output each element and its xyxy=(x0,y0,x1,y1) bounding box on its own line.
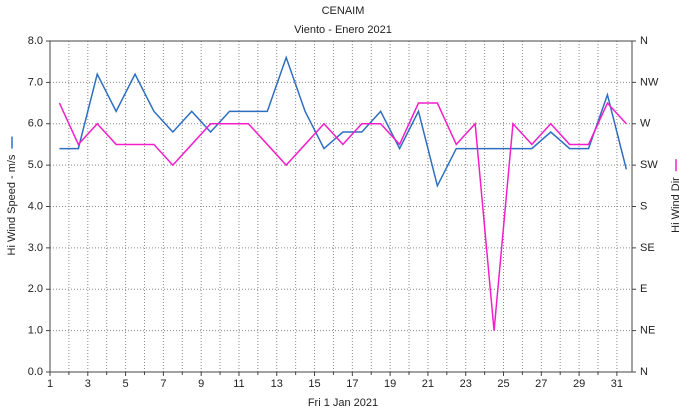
y-tick-label: 0.0 xyxy=(28,366,43,378)
y-tick-label: 8.0 xyxy=(28,35,43,47)
legend-label: Hi Wind Speed - m/s xyxy=(6,154,18,255)
plot-frame xyxy=(49,40,633,373)
y-tick-label: 6.0 xyxy=(28,118,43,130)
y2-tick-label: SE xyxy=(640,242,655,254)
y2-tick-label: W xyxy=(640,118,651,130)
y-tick-label: 2.0 xyxy=(28,283,43,295)
x-tick-label: 29 xyxy=(573,378,585,390)
x-tick-label: 3 xyxy=(85,378,91,390)
legend-label: Hi Wind Dir xyxy=(670,177,682,233)
x-tick-label: 27 xyxy=(535,378,547,390)
x-tick-label: 21 xyxy=(422,378,434,390)
y2-tick-label: N xyxy=(640,366,648,378)
x-tick-label: 11 xyxy=(233,378,244,390)
y2-tick-label: N xyxy=(640,35,648,47)
series-line xyxy=(59,55,628,188)
x-tick-label: 15 xyxy=(308,378,320,390)
x-tick-label: 31 xyxy=(611,378,623,390)
y-tick-label: 7.0 xyxy=(28,76,43,88)
x-tick-label: 19 xyxy=(384,378,396,390)
y-tick-label: 3.0 xyxy=(28,242,43,254)
y-tick-label: 1.0 xyxy=(28,325,43,337)
x-tick-label: 13 xyxy=(271,378,283,390)
chart-subtitle: Viento - Enero 2021 xyxy=(294,24,392,36)
x-axis-label: Fri 1 Jan 2021 xyxy=(308,397,378,409)
x-tick-label: 5 xyxy=(123,378,129,390)
y-tick-label: 4.0 xyxy=(28,200,43,212)
x-tick-label: 9 xyxy=(198,378,204,390)
y2-tick-label: SW xyxy=(640,159,658,171)
x-tick-label: 7 xyxy=(160,378,166,390)
y2-tick-label: NE xyxy=(640,325,655,337)
x-tick-label: 17 xyxy=(346,378,358,390)
legend-entry: Hi Wind Speed - m/s xyxy=(6,136,18,255)
legend-entry: Hi Wind Dir xyxy=(670,159,682,233)
y2-tick-label: S xyxy=(640,200,647,212)
chart-title: CENAIM xyxy=(322,5,365,17)
y2-tick-label: NW xyxy=(640,76,659,88)
x-tick-label: 25 xyxy=(497,378,509,390)
y2-tick-label: E xyxy=(640,283,647,295)
x-tick-label: 1 xyxy=(47,378,53,390)
series-line xyxy=(58,101,627,331)
x-tick-label: 23 xyxy=(460,378,472,390)
y-tick-label: 5.0 xyxy=(28,159,43,171)
